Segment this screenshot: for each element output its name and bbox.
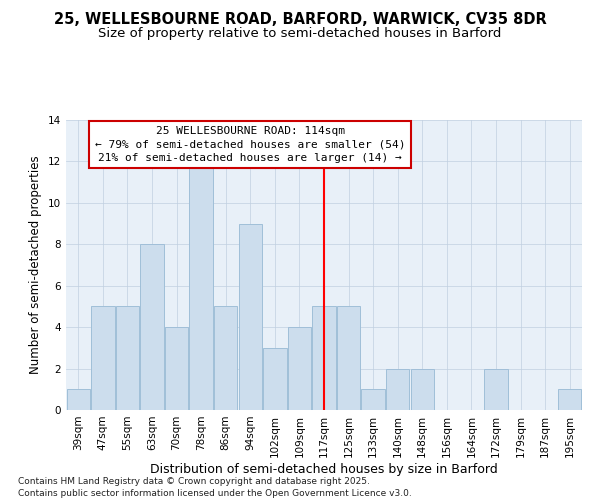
Bar — [558, 390, 581, 410]
Text: 25 WELLESBOURNE ROAD: 114sqm
← 79% of semi-detached houses are smaller (54)
21% : 25 WELLESBOURNE ROAD: 114sqm ← 79% of se… — [95, 126, 406, 162]
Bar — [140, 244, 164, 410]
Bar — [165, 327, 188, 410]
Y-axis label: Number of semi-detached properties: Number of semi-detached properties — [29, 156, 43, 374]
Bar — [288, 327, 311, 410]
Bar — [67, 390, 90, 410]
Bar — [410, 368, 434, 410]
Bar — [337, 306, 360, 410]
Bar — [313, 306, 335, 410]
Bar — [190, 162, 213, 410]
Text: 25, WELLESBOURNE ROAD, BARFORD, WARWICK, CV35 8DR: 25, WELLESBOURNE ROAD, BARFORD, WARWICK,… — [53, 12, 547, 28]
Bar — [91, 306, 115, 410]
Bar — [361, 390, 385, 410]
Bar — [239, 224, 262, 410]
Bar — [214, 306, 238, 410]
Text: Size of property relative to semi-detached houses in Barford: Size of property relative to semi-detach… — [98, 28, 502, 40]
Bar — [386, 368, 409, 410]
X-axis label: Distribution of semi-detached houses by size in Barford: Distribution of semi-detached houses by … — [150, 462, 498, 475]
Text: Contains HM Land Registry data © Crown copyright and database right 2025.
Contai: Contains HM Land Registry data © Crown c… — [18, 476, 412, 498]
Bar — [116, 306, 139, 410]
Bar — [484, 368, 508, 410]
Bar — [263, 348, 287, 410]
